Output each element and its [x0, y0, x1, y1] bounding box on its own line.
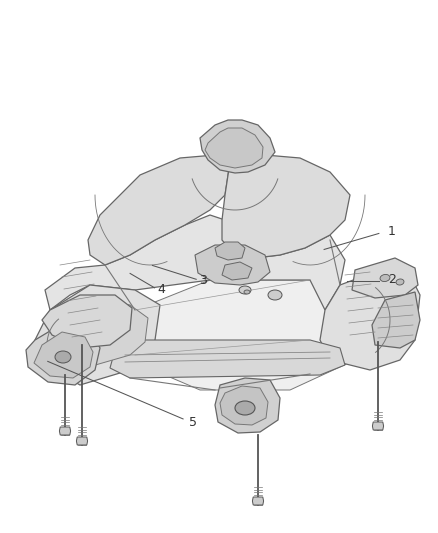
Polygon shape — [320, 270, 420, 370]
Polygon shape — [372, 292, 420, 348]
Polygon shape — [205, 128, 263, 168]
Polygon shape — [26, 325, 100, 385]
Ellipse shape — [244, 290, 250, 294]
Polygon shape — [42, 295, 132, 348]
Ellipse shape — [55, 351, 71, 363]
Text: 1: 1 — [388, 225, 396, 238]
Polygon shape — [372, 422, 384, 430]
Polygon shape — [50, 300, 148, 370]
Ellipse shape — [396, 279, 404, 285]
Polygon shape — [130, 280, 370, 390]
Text: 2: 2 — [388, 273, 396, 286]
Polygon shape — [222, 155, 350, 258]
Polygon shape — [76, 437, 88, 445]
Text: 5: 5 — [189, 416, 197, 429]
Polygon shape — [110, 340, 345, 378]
Polygon shape — [34, 332, 93, 378]
Polygon shape — [252, 497, 264, 505]
Ellipse shape — [380, 274, 390, 281]
Ellipse shape — [268, 290, 282, 300]
Polygon shape — [35, 285, 160, 385]
Polygon shape — [60, 427, 71, 435]
Text: 4: 4 — [158, 283, 166, 296]
Text: 3: 3 — [199, 274, 207, 287]
Ellipse shape — [239, 286, 251, 294]
Ellipse shape — [235, 401, 255, 415]
Polygon shape — [352, 258, 418, 298]
Polygon shape — [200, 120, 275, 173]
Polygon shape — [88, 155, 230, 265]
Polygon shape — [215, 378, 280, 433]
Polygon shape — [215, 242, 245, 260]
Polygon shape — [220, 386, 268, 425]
Polygon shape — [195, 245, 270, 285]
Polygon shape — [45, 215, 345, 310]
Polygon shape — [222, 262, 252, 280]
